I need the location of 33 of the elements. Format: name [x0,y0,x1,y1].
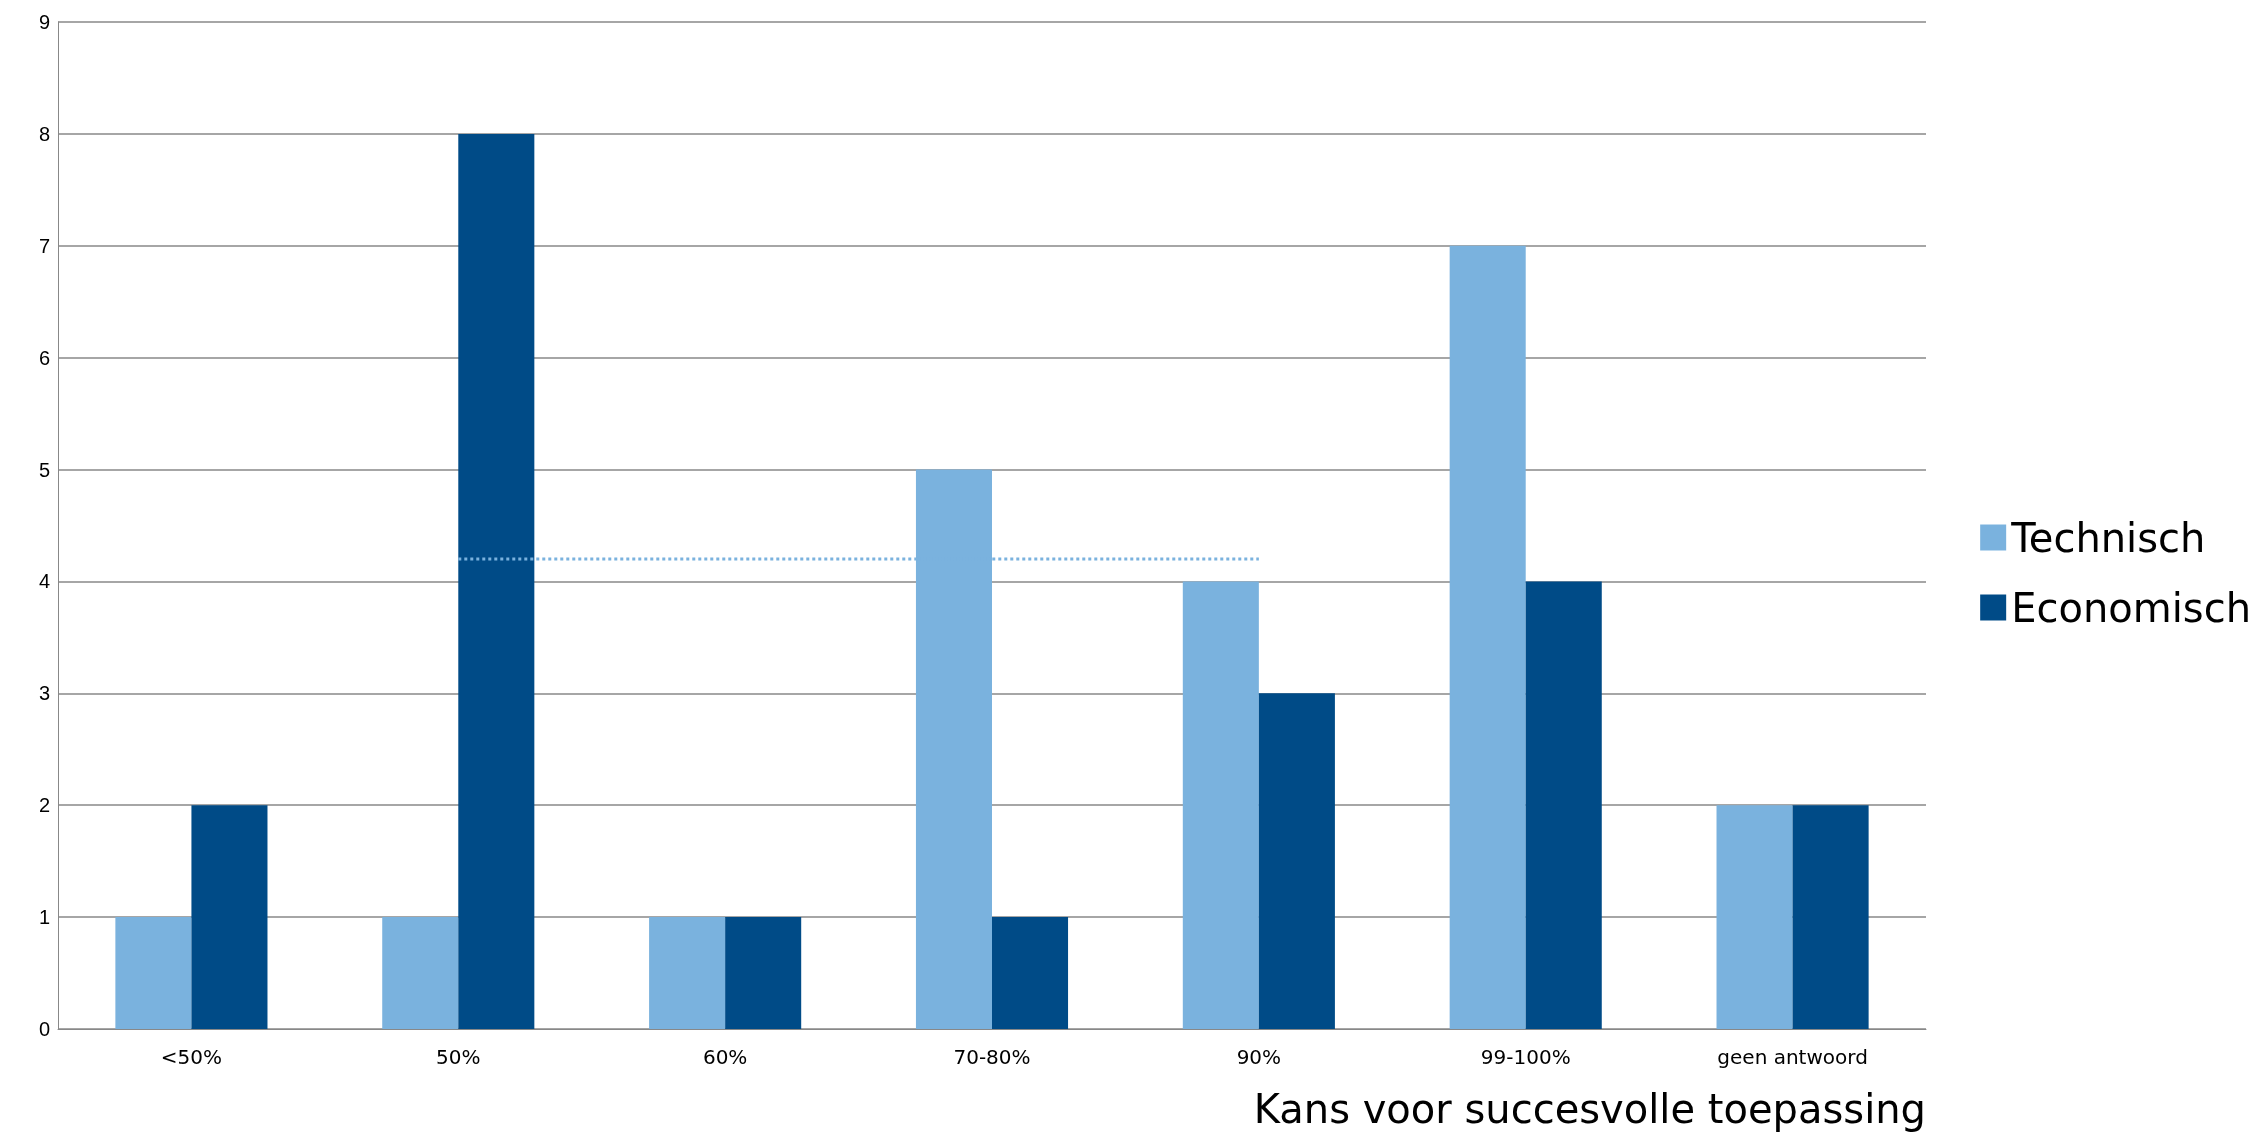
x-tick-label: 90% [1236,1045,1282,1069]
x-axis-title: Kans voor succesvolle toepassing [1253,1086,1926,1132]
bar [1258,693,1335,1029]
bar [649,917,726,1029]
x-tick-label: <50% [160,1045,223,1069]
bar [115,917,192,1029]
y-tick-label: 7 [38,234,50,257]
x-tick-label: geen antwoord [1717,1045,1868,1069]
y-tick-label: 5 [38,458,50,481]
bar [191,805,268,1029]
y-tick-label: 3 [38,682,50,705]
bar [382,917,459,1029]
y-tick-label: 8 [38,122,50,145]
x-tick-label: 50% [436,1045,481,1069]
bar [1716,805,1793,1029]
y-tick-label: 6 [38,346,50,369]
legend-label: Economisch [2011,584,2251,631]
legend-label: Technisch [2010,514,2206,561]
x-tick-label: 60% [702,1045,748,1069]
bar [1182,581,1259,1029]
x-tick-label: 70-80% [953,1045,1031,1069]
y-tick-label: 1 [38,906,50,929]
bar [725,917,802,1029]
y-tick-label: 4 [38,570,50,593]
y-tick-label: 0 [38,1018,50,1040]
y-tick-label: 2 [38,794,50,817]
x-tick-label: 99-100% [1480,1045,1571,1069]
bar [1792,805,1869,1029]
bar [992,917,1069,1029]
bar [458,133,535,1029]
y-tick-label: 9 [38,11,50,33]
bar [1525,581,1602,1029]
bar [1449,245,1526,1029]
